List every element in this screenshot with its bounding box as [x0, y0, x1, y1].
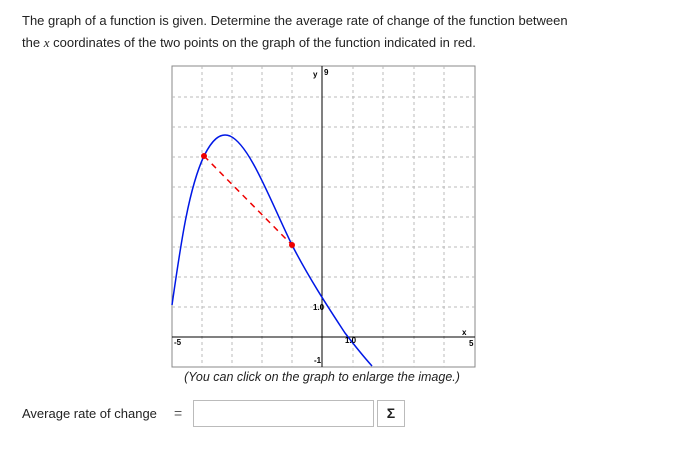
y-max-label: 9 — [324, 68, 329, 77]
x-max-label: 5 — [469, 339, 474, 348]
y-axis-label: y — [313, 70, 318, 79]
grid — [172, 66, 475, 367]
red-point — [289, 242, 295, 248]
x-axis-label: x — [462, 328, 467, 337]
x-min-label: -5 — [174, 338, 182, 347]
answer-input[interactable] — [193, 400, 374, 427]
caption: (You can click on the graph to enlarge t… — [184, 370, 460, 384]
variable: x — [43, 35, 50, 50]
y-min-label: -1 — [314, 356, 322, 365]
answer-label: Average rate of change — [22, 406, 157, 421]
red-point — [201, 153, 207, 159]
x-unit-label: 1.0 — [345, 336, 357, 345]
graph[interactable]: y 9 1.0 -1 x -5 5 1.0 — [0, 0, 692, 400]
text: the — [22, 35, 41, 50]
y-unit-label: 1.0 — [313, 303, 325, 312]
math-palette-button[interactable]: Σ — [377, 400, 405, 427]
text: coordinates of the two points on the gra… — [53, 35, 476, 50]
question-line: The graph of a function is given. Determ… — [22, 13, 568, 28]
secant-line — [203, 155, 293, 246]
function-curve — [171, 134, 373, 367]
equals-sign: = — [174, 405, 183, 421]
question-line: the x coordinates of the two points on t… — [22, 35, 476, 51]
